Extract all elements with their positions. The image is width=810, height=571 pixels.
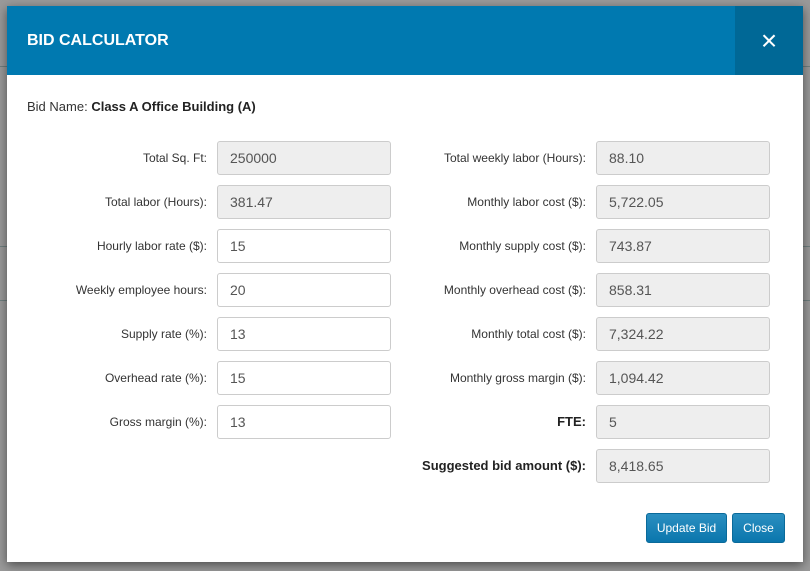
field-input[interactable] bbox=[217, 317, 391, 351]
field-row: Weekly employee hours: bbox=[7, 273, 803, 307]
field-row: Monthly labor cost ($): 5,722.05 bbox=[7, 185, 803, 219]
close-button[interactable]: Close bbox=[732, 513, 785, 543]
bid-name-value: Class A Office Building (A) bbox=[91, 99, 256, 114]
readonly-field-value: 1,094.42 bbox=[596, 361, 770, 395]
field-label: Hourly labor rate ($): bbox=[96, 239, 207, 253]
field-row: Supply rate (%): bbox=[7, 317, 803, 351]
field-label: Monthly supply cost ($): bbox=[459, 239, 586, 253]
readonly-field-value: 858.31 bbox=[596, 273, 770, 307]
field-row: Suggested bid amount ($): 8,418.65 bbox=[7, 449, 803, 483]
field-row: Overhead rate (%): bbox=[7, 361, 803, 395]
readonly-field-value: 5 bbox=[596, 405, 770, 439]
dialog-title: BID CALCULATOR bbox=[27, 32, 169, 49]
close-icon[interactable]: × bbox=[735, 6, 803, 75]
field-label: Gross margin (%): bbox=[109, 415, 207, 429]
readonly-field-value: 88.10 bbox=[596, 141, 770, 175]
field-row: Total labor (Hours): 381.47 bbox=[7, 185, 803, 219]
field-row: Hourly labor rate ($): bbox=[7, 229, 803, 263]
field-label: Monthly overhead cost ($): bbox=[443, 283, 586, 297]
readonly-field-value: 7,324.22 bbox=[596, 317, 770, 351]
readonly-field-value: 5,722.05 bbox=[596, 185, 770, 219]
readonly-field-value: 381.47 bbox=[217, 185, 391, 219]
field-row: Monthly overhead cost ($): 858.31 bbox=[7, 273, 803, 307]
field-label: Monthly total cost ($): bbox=[471, 327, 586, 341]
readonly-field-value: 8,418.65 bbox=[596, 449, 770, 483]
field-label: Overhead rate (%): bbox=[104, 371, 207, 385]
field-label: Monthly labor cost ($): bbox=[467, 195, 586, 209]
field-row: FTE: 5 bbox=[7, 405, 803, 439]
update-bid-button[interactable]: Update Bid bbox=[646, 513, 727, 543]
field-row: Monthly total cost ($): 7,324.22 bbox=[7, 317, 803, 351]
field-label: Total labor (Hours): bbox=[104, 195, 207, 209]
bid-name: Bid Name: Class A Office Building (A) bbox=[27, 99, 256, 114]
field-row: Monthly gross margin ($): 1,094.42 bbox=[7, 361, 803, 395]
dialog-header: BID CALCULATOR × bbox=[7, 6, 803, 75]
field-input[interactable] bbox=[217, 361, 391, 395]
field-row: Monthly supply cost ($): 743.87 bbox=[7, 229, 803, 263]
bid-calculator-dialog: BID CALCULATOR × Bid Name: Class A Offic… bbox=[7, 6, 803, 562]
readonly-field-value: 743.87 bbox=[596, 229, 770, 263]
field-label: Supply rate (%): bbox=[120, 327, 207, 341]
field-row: Gross margin (%): bbox=[7, 405, 803, 439]
field-label: Monthly gross margin ($): bbox=[449, 371, 586, 385]
field-label: Total Sq. Ft: bbox=[142, 151, 207, 165]
readonly-field-value: 250000 bbox=[217, 141, 391, 175]
field-input[interactable] bbox=[217, 405, 391, 439]
field-label: Total weekly labor (Hours): bbox=[443, 151, 586, 165]
field-row: Total Sq. Ft: 250000 bbox=[7, 141, 803, 175]
field-label: FTE: bbox=[557, 414, 586, 429]
bid-name-label: Bid Name: bbox=[27, 99, 88, 114]
field-label: Suggested bid amount ($): bbox=[422, 458, 586, 473]
field-label: Weekly employee hours: bbox=[75, 283, 207, 297]
field-row: Total weekly labor (Hours): 88.10 bbox=[7, 141, 803, 175]
field-input[interactable] bbox=[217, 273, 391, 307]
field-input[interactable] bbox=[217, 229, 391, 263]
